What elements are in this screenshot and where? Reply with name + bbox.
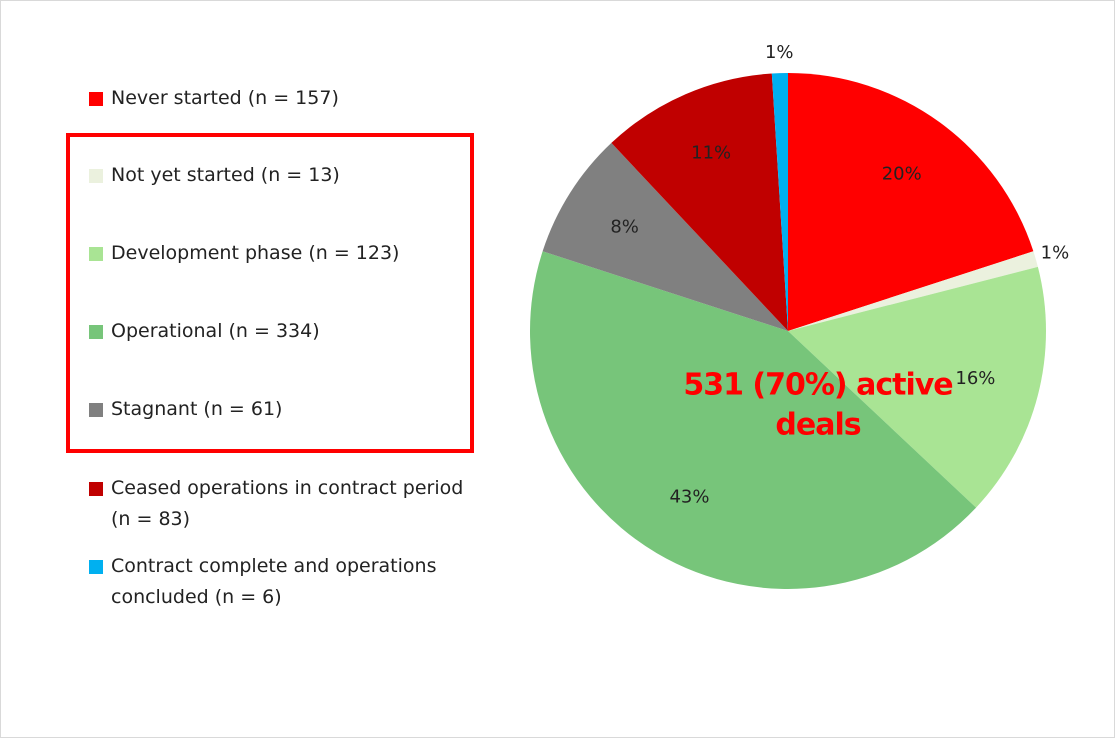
- highlight-box: [66, 133, 474, 453]
- legend-item: Stagnant (n = 61): [89, 394, 476, 425]
- legend-label: Never started (n = 157): [111, 87, 339, 109]
- legend-swatch: [89, 92, 103, 106]
- legend-label: Ceased operations in contract period (n …: [111, 477, 464, 530]
- pie-slice: [611, 73, 788, 332]
- data-label: 20%: [882, 163, 922, 184]
- legend-swatch: [89, 169, 103, 183]
- data-label: 43%: [669, 487, 709, 508]
- legend-label: Not yet started (n = 13): [111, 164, 340, 186]
- data-label: 1%: [765, 42, 794, 63]
- annotation: deals: [775, 408, 860, 443]
- legend-label: Development phase (n = 123): [111, 242, 400, 264]
- legend-swatch: [89, 560, 103, 574]
- pie-slice: [788, 266, 1046, 508]
- legend-swatch: [89, 325, 103, 339]
- annotation: 531 (70%) active: [683, 368, 952, 403]
- data-label: 1%: [1041, 242, 1070, 263]
- pie-slice: [788, 73, 1034, 331]
- legend-item: Operational (n = 334): [89, 316, 476, 347]
- legend-label: Operational (n = 334): [111, 320, 320, 342]
- legend-item: Ceased operations in contract period (n …: [89, 473, 476, 535]
- legend-swatch: [89, 482, 103, 496]
- data-label: 16%: [955, 368, 995, 389]
- legend-label: Contract complete and operations conclud…: [111, 555, 437, 608]
- data-label: 11%: [691, 142, 731, 163]
- data-label: 8%: [610, 216, 639, 237]
- legend-item: Development phase (n = 123): [89, 238, 476, 269]
- legend-swatch: [89, 403, 103, 417]
- legend-item: Not yet started (n = 13): [89, 160, 476, 191]
- legend-item: Contract complete and operations conclud…: [89, 551, 476, 613]
- pie-slice: [542, 142, 788, 331]
- legend-label: Stagnant (n = 61): [111, 398, 283, 420]
- legend-swatch: [89, 247, 103, 261]
- legend-item: Never started (n = 157): [89, 83, 476, 114]
- pie-slice: [771, 73, 788, 331]
- pie-slice: [788, 251, 1038, 331]
- pie-slice: [530, 251, 977, 589]
